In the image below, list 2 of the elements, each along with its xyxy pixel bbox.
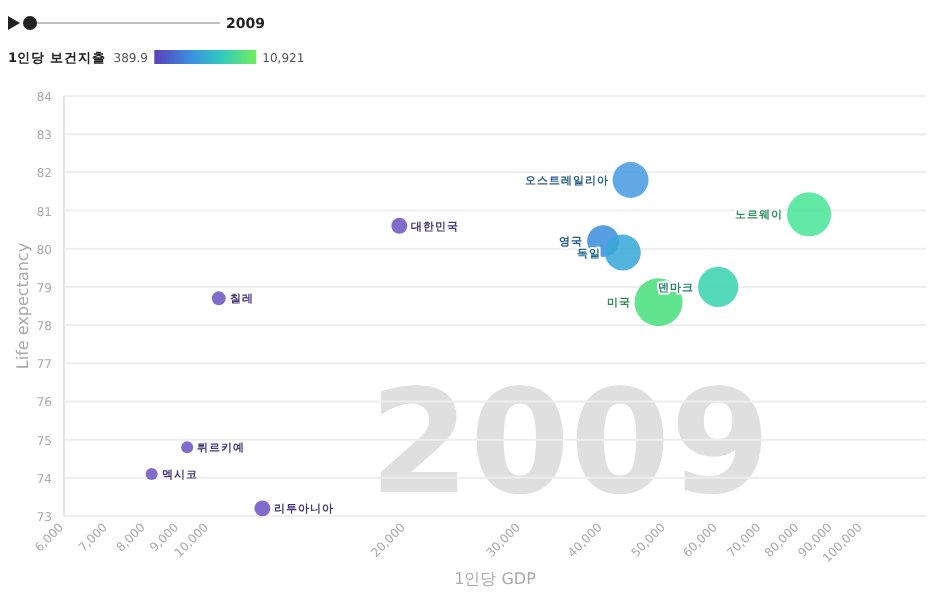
y-axis-title: Life expectancy — [14, 242, 32, 370]
x-axis-title: 1인당 GDP — [454, 570, 537, 588]
